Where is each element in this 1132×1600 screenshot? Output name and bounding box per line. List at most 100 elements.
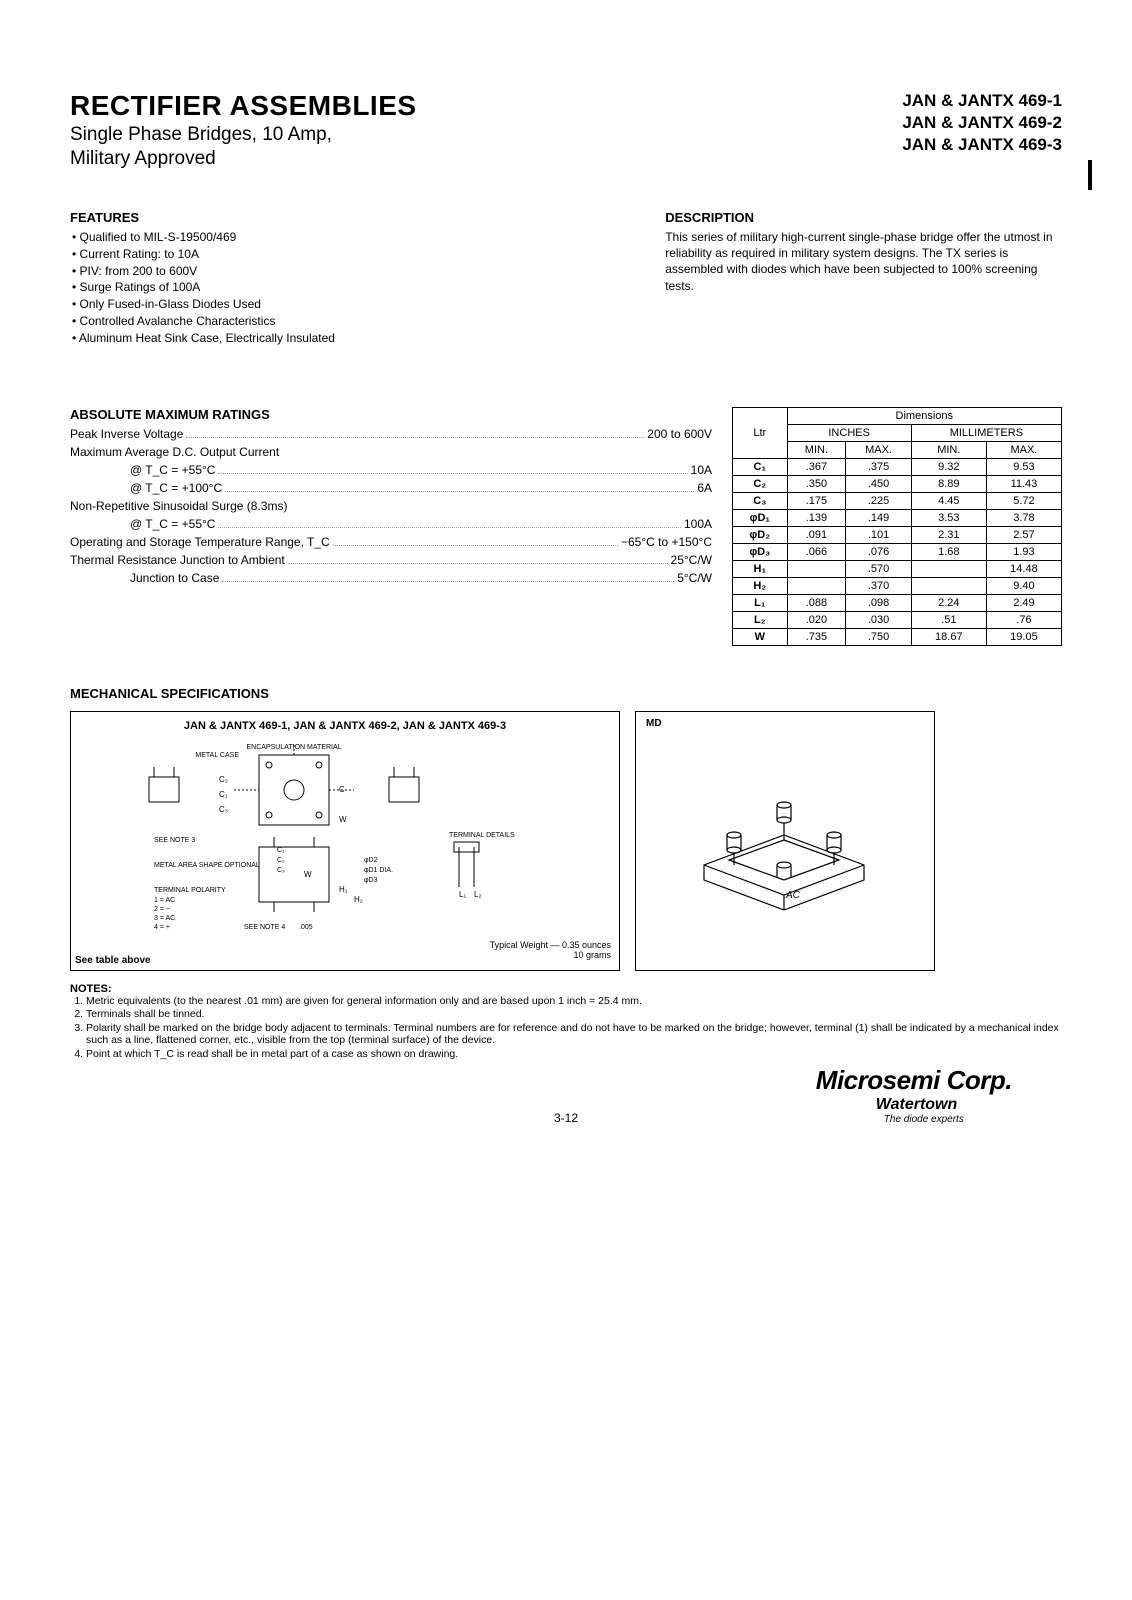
- dim-cell: .030: [846, 611, 911, 628]
- svg-text:SEE NOTE 3: SEE NOTE 3: [154, 837, 195, 844]
- dim-cell: .76: [986, 611, 1061, 628]
- dim-cell: C₂: [733, 475, 788, 492]
- md-label: MD: [646, 718, 662, 729]
- dim-cell: .091: [787, 526, 846, 543]
- dim-cell: .088: [787, 594, 846, 611]
- svg-text:.005: .005: [299, 924, 313, 931]
- part-num-1: JAN & JANTX 469-1: [902, 90, 1062, 112]
- mechanical-drawing-left: JAN & JANTX 469-1, JAN & JANTX 469-2, JA…: [70, 711, 620, 971]
- feature-item: PIV: from 200 to 600V: [72, 263, 526, 280]
- dim-cell: 2.31: [911, 526, 986, 543]
- dim-cell: 2.24: [911, 594, 986, 611]
- package-drawing-icon: ENCAPSULATION MATERIAL METAL CASE C W C₂…: [79, 737, 609, 937]
- dim-cell: W: [733, 628, 788, 645]
- dim-cell: .735: [787, 628, 846, 645]
- dim-row: φD₂.091.1012.312.57: [733, 526, 1062, 543]
- part-numbers: JAN & JANTX 469-1 JAN & JANTX 469-2 JAN …: [902, 90, 1062, 170]
- dim-cell: 9.40: [986, 577, 1061, 594]
- dim-cell: .066: [787, 543, 846, 560]
- upper-columns: FEATURES Qualified to MIL-S-19500/469 Cu…: [70, 210, 1062, 347]
- rating-dots: [225, 491, 694, 492]
- rating-dots: [218, 473, 687, 474]
- note-item: Terminals shall be tinned.: [86, 1008, 1062, 1021]
- dim-cell: 18.67: [911, 628, 986, 645]
- mech-left-title: JAN & JANTX 469-1, JAN & JANTX 469-2, JA…: [79, 720, 611, 732]
- dim-cell: φD₃: [733, 543, 788, 560]
- dim-cell: .020: [787, 611, 846, 628]
- rating-value: 6A: [697, 479, 712, 497]
- description-text: This series of military high-current sin…: [665, 229, 1062, 294]
- dim-cell: φD₂: [733, 526, 788, 543]
- rating-row: Peak Inverse Voltage200 to 600V: [70, 425, 712, 443]
- svg-text:W: W: [304, 870, 312, 879]
- dim-cell: .51: [911, 611, 986, 628]
- svg-text:W: W: [339, 815, 347, 824]
- feature-item: Aluminum Heat Sink Case, Electrically In…: [72, 330, 526, 347]
- svg-text:φD1 DIA.: φD1 DIA.: [364, 867, 393, 874]
- dim-cell: .225: [846, 492, 911, 509]
- svg-text:TERMINAL POLARITY: TERMINAL POLARITY: [154, 887, 226, 894]
- dim-row: C₂.350.4508.8911.43: [733, 475, 1062, 492]
- svg-text:C₁: C₁: [277, 847, 285, 854]
- dim-mm-head: MILLIMETERS: [911, 424, 1061, 441]
- dim-ltr-head: Ltr: [733, 407, 788, 458]
- rating-row: Junction to Case5°C/W: [70, 569, 712, 587]
- dim-cell: [911, 560, 986, 577]
- dim-cell: φD₁: [733, 509, 788, 526]
- dim-cell: H₂: [733, 577, 788, 594]
- svg-text:C₂: C₂: [277, 857, 285, 864]
- dim-min: MIN.: [787, 441, 846, 458]
- rating-row: Thermal Resistance Junction to Ambient25…: [70, 551, 712, 569]
- dim-row: W.735.75018.6719.05: [733, 628, 1062, 645]
- rating-value: 200 to 600V: [647, 425, 712, 443]
- dim-cell: 2.49: [986, 594, 1061, 611]
- dim-cell: .750: [846, 628, 911, 645]
- note-item: Point at which T_C is read shall be in m…: [86, 1048, 1062, 1061]
- svg-text:C₁: C₁: [219, 790, 228, 799]
- svg-text:AC: AC: [785, 890, 801, 901]
- rating-label: @ T_C = +100°C: [70, 479, 222, 497]
- rating-row: Non-Repetitive Sinusoidal Surge (8.3ms): [70, 497, 712, 515]
- dim-cell: [787, 577, 846, 594]
- features-section: FEATURES Qualified to MIL-S-19500/469 Cu…: [70, 210, 526, 347]
- dim-cell: [787, 560, 846, 577]
- weight-text: Typical Weight — 0.35 ounces 10 grams: [490, 940, 611, 960]
- rating-label: Operating and Storage Temperature Range,…: [70, 533, 330, 551]
- rating-value: 10A: [691, 461, 712, 479]
- middle-row: ABSOLUTE MAXIMUM RATINGS Peak Inverse Vo…: [70, 407, 1062, 646]
- dim-cell: .101: [846, 526, 911, 543]
- subtitle-line1: Single Phase Bridges, 10 Amp,: [70, 124, 417, 146]
- logo-sub: Watertown: [876, 1096, 1012, 1114]
- svg-text:ENCAPSULATION MATERIAL: ENCAPSULATION MATERIAL: [246, 744, 341, 751]
- rating-row: Operating and Storage Temperature Range,…: [70, 533, 712, 551]
- notes-list: Metric equivalents (to the nearest .01 m…: [70, 995, 1062, 1061]
- rating-dots: [333, 545, 618, 546]
- dim-cell: 1.93: [986, 543, 1061, 560]
- dim-cell: L₂: [733, 611, 788, 628]
- dim-cell: .098: [846, 594, 911, 611]
- dim-title: Dimensions: [787, 407, 1061, 424]
- dim-row: C₁.367.3759.329.53: [733, 458, 1062, 475]
- subtitle-line2: Military Approved: [70, 148, 417, 170]
- features-heading: FEATURES: [70, 210, 526, 225]
- note-item: Metric equivalents (to the nearest .01 m…: [86, 995, 1062, 1008]
- svg-text:4 = +: 4 = +: [154, 924, 170, 931]
- dim-row: H₁.57014.48: [733, 560, 1062, 577]
- rating-label: Maximum Average D.C. Output Current: [70, 443, 279, 461]
- svg-text:1 = AC: 1 = AC: [154, 897, 175, 904]
- rating-dots: [186, 437, 644, 438]
- dimensions-table: Ltr Dimensions INCHES MILLIMETERS MIN. M…: [732, 407, 1062, 646]
- svg-text:2 = −: 2 = −: [154, 906, 170, 913]
- dim-cell: 3.78: [986, 509, 1061, 526]
- dim-cell: .149: [846, 509, 911, 526]
- svg-text:METAL AREA SHAPE OPTIONAL: METAL AREA SHAPE OPTIONAL: [154, 862, 260, 869]
- dim-cell: 19.05: [986, 628, 1061, 645]
- svg-text:φD2: φD2: [364, 857, 378, 864]
- dim-cell: 9.53: [986, 458, 1061, 475]
- feature-item: Controlled Avalanche Characteristics: [72, 313, 526, 330]
- feature-item: Qualified to MIL-S-19500/469: [72, 229, 526, 246]
- feature-item: Current Rating: to 10A: [72, 246, 526, 263]
- rating-label: @ T_C = +55°C: [70, 515, 215, 533]
- side-marker: [1088, 160, 1092, 190]
- footer: 3-12 Microsemi Corp. Watertown The diode…: [70, 1111, 1062, 1125]
